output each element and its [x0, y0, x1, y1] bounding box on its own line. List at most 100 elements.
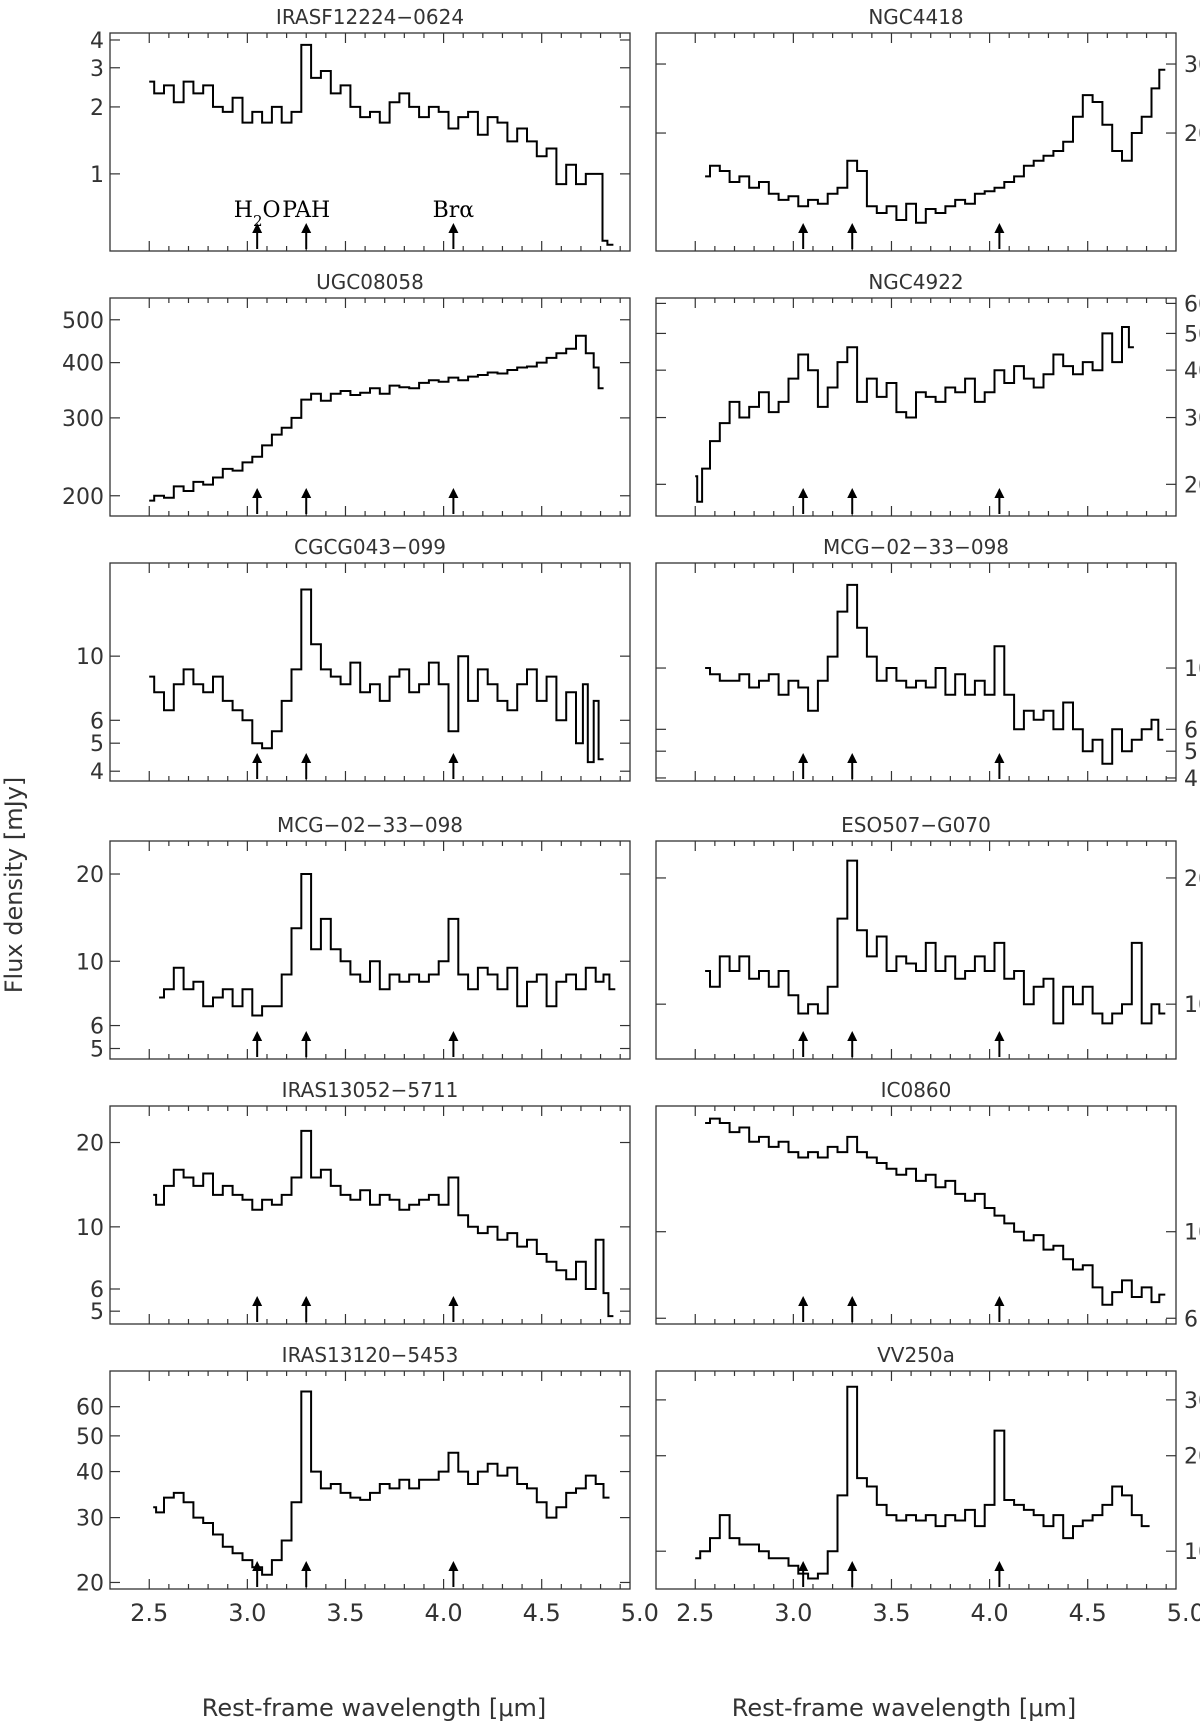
spectrum-line	[705, 583, 1164, 765]
feature-arrow-head	[994, 488, 1005, 498]
feature-arrow-head	[994, 1296, 1005, 1306]
y-tick-label: 40	[1184, 359, 1200, 384]
y-tick-label: 200	[62, 485, 104, 510]
x-tick-label: 2.5	[130, 1599, 168, 1627]
spectrum-line	[153, 1129, 614, 1318]
y-tick-label: 300	[62, 407, 104, 432]
marker-label-bralpha: Brα	[433, 198, 475, 223]
panel-7: ESO507−G070 10 20	[655, 813, 1200, 1060]
panel-9: IC0860 6 10	[655, 1078, 1200, 1332]
y-tick-label: 4	[1184, 767, 1198, 792]
panel-title: VV250a	[877, 1343, 955, 1367]
panel-frame	[109, 1105, 631, 1325]
x-axis-label-left: Rest-frame wavelength [μm]	[202, 1694, 547, 1722]
feature-arrow-head	[798, 753, 809, 763]
feature-arrow-head	[448, 753, 459, 763]
y-tick-label: 60	[1184, 292, 1200, 317]
feature-arrow-head	[994, 223, 1005, 233]
feature-arrow-head	[847, 1296, 858, 1306]
feature-arrow-head	[252, 1031, 263, 1041]
x-tick-label: 4.5	[1069, 1599, 1107, 1627]
y-tick-label: 60	[76, 1396, 104, 1421]
feature-arrow-head	[798, 223, 809, 233]
feature-arrow-head	[301, 1561, 312, 1571]
feature-arrow-head	[301, 753, 312, 763]
y-tick-label: 20	[1184, 867, 1200, 892]
feature-arrow-head	[798, 1561, 809, 1571]
feature-arrow-head	[847, 1561, 858, 1571]
feature-arrow-head	[847, 1031, 858, 1041]
feature-arrow-head	[994, 1031, 1005, 1041]
x-tick-label: 3.5	[326, 1599, 364, 1627]
x-tick-label: 4.0	[424, 1599, 462, 1627]
y-tick-label: 40	[76, 1461, 104, 1486]
panel-title: UGC08058	[316, 270, 424, 294]
panel-2: UGC08058 200 300 400 500	[62, 270, 631, 517]
spectrum-line	[695, 326, 1134, 503]
y-tick-label: 10	[1184, 993, 1200, 1018]
panel-title: IC0860	[881, 1078, 952, 1102]
feature-arrow-head	[448, 1031, 459, 1041]
y-tick-label: 50	[76, 1425, 104, 1450]
feature-arrow-head	[798, 1031, 809, 1041]
panel-frame	[109, 1370, 631, 1590]
feature-arrow-head	[301, 1296, 312, 1306]
panel-frame	[109, 297, 631, 517]
feature-arrow-head	[798, 488, 809, 498]
spectrum-line	[159, 873, 616, 1017]
y-tick-label: 5	[1184, 740, 1198, 765]
y-tick-label: 10	[1184, 1221, 1200, 1246]
y-tick-label: 20	[76, 1132, 104, 1157]
spectrum-line	[149, 334, 604, 502]
panel-0: IRASF12224−0624 1 2 3 4 H2O PAH Brα	[90, 5, 631, 252]
panel-title: NGC4922	[868, 270, 963, 294]
y-axis-label: Flux density [mJy]	[0, 777, 28, 994]
spectrum-line	[149, 588, 604, 764]
spectrum-line	[705, 68, 1166, 224]
spectrum-line	[695, 1385, 1150, 1580]
feature-arrow-head	[252, 1561, 263, 1571]
feature-arrow-head	[448, 223, 459, 233]
y-tick-label: 10	[1184, 657, 1200, 682]
panel-frame	[655, 562, 1177, 782]
panel-6: MCG−02−33−098 56 10 20	[76, 813, 631, 1063]
feature-arrow-head	[252, 488, 263, 498]
feature-arrow-head	[448, 488, 459, 498]
y-tick-label: 2	[90, 96, 104, 121]
y-tick-label: 6	[1184, 718, 1198, 743]
feature-arrow-head	[252, 223, 263, 233]
panel-frame	[655, 32, 1177, 252]
feature-arrow-head	[301, 223, 312, 233]
panel-4: CGCG043−099 4 56 10	[76, 535, 631, 785]
y-tick-label: 1	[90, 163, 104, 188]
feature-arrow-head	[448, 1561, 459, 1571]
panel-title: ESO507−G070	[841, 813, 991, 837]
y-tick-label: 6	[1184, 1307, 1198, 1332]
y-tick-label: 4	[90, 29, 104, 54]
x-tick-label: 3.0	[774, 1599, 812, 1627]
x-axis-label-right: Rest-frame wavelength [μm]	[732, 1694, 1077, 1722]
y-tick-label: 20	[1184, 122, 1200, 147]
x-tick-labels: 2.5 3.0 3.5 4.0 4.5 5.0 2.5 3.0 3.5 4.0 4.5 5.0	[130, 1599, 1200, 1627]
y-tick-label: 20	[1184, 1445, 1200, 1470]
y-tick-label: 30	[1184, 53, 1200, 78]
marker-label-pah: PAH	[282, 198, 330, 223]
panel-3: NGC4922 20 30 40 50 60	[655, 270, 1200, 517]
y-tick-label: 6	[90, 709, 104, 734]
feature-arrow-head	[448, 1296, 459, 1306]
y-tick-label: 5	[90, 1038, 104, 1063]
panel-frame	[655, 1105, 1177, 1325]
panel-frame	[109, 562, 631, 782]
y-tick-label: 10	[1184, 1540, 1200, 1565]
y-tick-label: 400	[62, 352, 104, 377]
panel-title: IRASF12224−0624	[276, 5, 464, 29]
x-tick-label: 5.0	[1167, 1599, 1200, 1627]
feature-arrow-head	[847, 753, 858, 763]
feature-arrow-head	[847, 488, 858, 498]
feature-arrow-head	[994, 753, 1005, 763]
feature-arrow-head	[252, 753, 263, 763]
panel-frame	[655, 297, 1177, 517]
y-tick-label: 10	[76, 645, 104, 670]
